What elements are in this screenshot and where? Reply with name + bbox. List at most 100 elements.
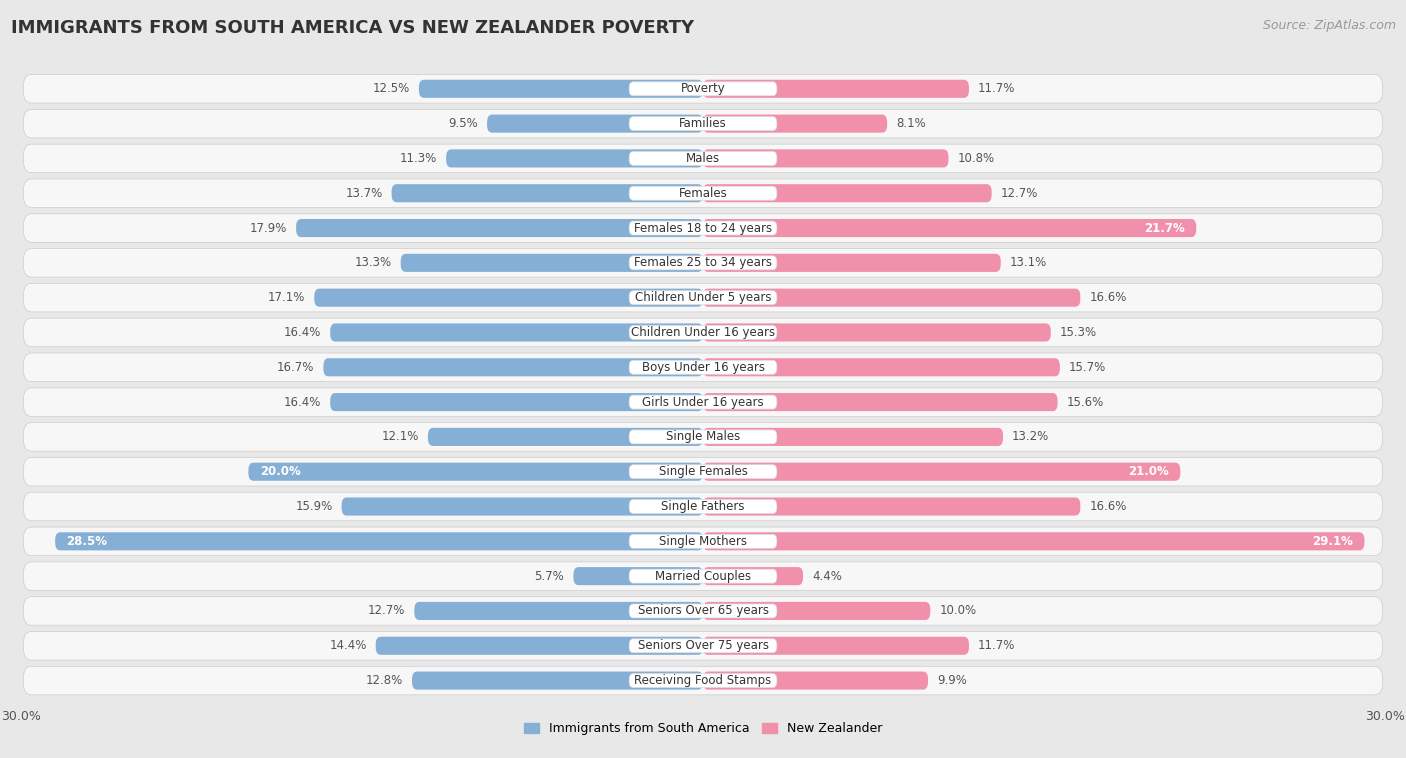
FancyBboxPatch shape: [24, 179, 1382, 208]
FancyBboxPatch shape: [628, 291, 778, 305]
FancyBboxPatch shape: [628, 256, 778, 270]
Text: 12.8%: 12.8%: [366, 674, 404, 687]
Text: Boys Under 16 years: Boys Under 16 years: [641, 361, 765, 374]
Text: 17.1%: 17.1%: [269, 291, 305, 304]
FancyBboxPatch shape: [628, 534, 778, 548]
Text: 17.9%: 17.9%: [250, 221, 287, 234]
Text: Single Males: Single Males: [666, 431, 740, 443]
Text: Children Under 5 years: Children Under 5 years: [634, 291, 772, 304]
FancyBboxPatch shape: [628, 186, 778, 200]
FancyBboxPatch shape: [703, 254, 1001, 272]
FancyBboxPatch shape: [415, 602, 703, 620]
FancyBboxPatch shape: [703, 359, 1060, 376]
Text: 8.1%: 8.1%: [896, 117, 927, 130]
Text: 9.5%: 9.5%: [449, 117, 478, 130]
FancyBboxPatch shape: [24, 527, 1382, 556]
FancyBboxPatch shape: [486, 114, 703, 133]
FancyBboxPatch shape: [401, 254, 703, 272]
FancyBboxPatch shape: [703, 219, 1197, 237]
Text: Receiving Food Stamps: Receiving Food Stamps: [634, 674, 772, 687]
FancyBboxPatch shape: [703, 289, 1080, 307]
Text: 12.5%: 12.5%: [373, 83, 409, 96]
FancyBboxPatch shape: [24, 353, 1382, 381]
Text: Families: Families: [679, 117, 727, 130]
FancyBboxPatch shape: [628, 395, 778, 409]
Text: Poverty: Poverty: [681, 83, 725, 96]
FancyBboxPatch shape: [703, 149, 949, 168]
Text: 5.7%: 5.7%: [534, 570, 564, 583]
Text: 16.6%: 16.6%: [1090, 291, 1126, 304]
FancyBboxPatch shape: [628, 117, 778, 130]
Text: 15.3%: 15.3%: [1060, 326, 1097, 339]
Text: 14.4%: 14.4%: [329, 639, 367, 653]
Text: 16.6%: 16.6%: [1090, 500, 1126, 513]
Text: 16.4%: 16.4%: [284, 326, 321, 339]
FancyBboxPatch shape: [628, 674, 778, 688]
FancyBboxPatch shape: [297, 219, 703, 237]
FancyBboxPatch shape: [24, 144, 1382, 173]
FancyBboxPatch shape: [628, 500, 778, 513]
FancyBboxPatch shape: [24, 214, 1382, 243]
FancyBboxPatch shape: [249, 462, 703, 481]
Text: 15.9%: 15.9%: [295, 500, 332, 513]
FancyBboxPatch shape: [24, 457, 1382, 486]
FancyBboxPatch shape: [24, 249, 1382, 277]
FancyBboxPatch shape: [703, 532, 1364, 550]
Text: Single Females: Single Females: [658, 465, 748, 478]
Text: Children Under 16 years: Children Under 16 years: [631, 326, 775, 339]
Text: Single Fathers: Single Fathers: [661, 500, 745, 513]
FancyBboxPatch shape: [703, 114, 887, 133]
Text: 10.8%: 10.8%: [957, 152, 994, 165]
FancyBboxPatch shape: [628, 221, 778, 235]
Text: 20.0%: 20.0%: [260, 465, 301, 478]
FancyBboxPatch shape: [330, 324, 703, 342]
FancyBboxPatch shape: [574, 567, 703, 585]
FancyBboxPatch shape: [446, 149, 703, 168]
FancyBboxPatch shape: [24, 597, 1382, 625]
FancyBboxPatch shape: [628, 569, 778, 583]
FancyBboxPatch shape: [392, 184, 703, 202]
FancyBboxPatch shape: [55, 532, 703, 550]
Text: 12.7%: 12.7%: [1001, 186, 1038, 199]
FancyBboxPatch shape: [628, 604, 778, 618]
Text: 16.4%: 16.4%: [284, 396, 321, 409]
Text: Source: ZipAtlas.com: Source: ZipAtlas.com: [1263, 19, 1396, 32]
Text: 16.7%: 16.7%: [277, 361, 315, 374]
FancyBboxPatch shape: [24, 318, 1382, 346]
Text: Married Couples: Married Couples: [655, 570, 751, 583]
FancyBboxPatch shape: [703, 324, 1050, 342]
FancyBboxPatch shape: [628, 360, 778, 374]
FancyBboxPatch shape: [628, 325, 778, 340]
FancyBboxPatch shape: [628, 430, 778, 444]
FancyBboxPatch shape: [703, 80, 969, 98]
FancyBboxPatch shape: [703, 602, 931, 620]
Text: Females 18 to 24 years: Females 18 to 24 years: [634, 221, 772, 234]
FancyBboxPatch shape: [628, 152, 778, 165]
Text: Seniors Over 75 years: Seniors Over 75 years: [637, 639, 769, 653]
FancyBboxPatch shape: [628, 639, 778, 653]
FancyBboxPatch shape: [703, 428, 1002, 446]
Text: Single Mothers: Single Mothers: [659, 535, 747, 548]
Text: Seniors Over 65 years: Seniors Over 65 years: [637, 604, 769, 618]
Text: IMMIGRANTS FROM SOUTH AMERICA VS NEW ZEALANDER POVERTY: IMMIGRANTS FROM SOUTH AMERICA VS NEW ZEA…: [11, 19, 695, 37]
Text: Males: Males: [686, 152, 720, 165]
FancyBboxPatch shape: [24, 74, 1382, 103]
FancyBboxPatch shape: [24, 562, 1382, 590]
FancyBboxPatch shape: [315, 289, 703, 307]
Text: 9.9%: 9.9%: [938, 674, 967, 687]
FancyBboxPatch shape: [628, 465, 778, 478]
FancyBboxPatch shape: [375, 637, 703, 655]
FancyBboxPatch shape: [342, 497, 703, 515]
Text: 12.7%: 12.7%: [368, 604, 405, 618]
Text: 21.7%: 21.7%: [1144, 221, 1185, 234]
FancyBboxPatch shape: [703, 462, 1181, 481]
FancyBboxPatch shape: [24, 423, 1382, 451]
Text: 11.3%: 11.3%: [399, 152, 437, 165]
FancyBboxPatch shape: [419, 80, 703, 98]
FancyBboxPatch shape: [24, 631, 1382, 660]
Text: 10.0%: 10.0%: [939, 604, 977, 618]
FancyBboxPatch shape: [703, 497, 1080, 515]
FancyBboxPatch shape: [24, 109, 1382, 138]
Text: 13.2%: 13.2%: [1012, 431, 1049, 443]
Text: 13.1%: 13.1%: [1010, 256, 1047, 269]
